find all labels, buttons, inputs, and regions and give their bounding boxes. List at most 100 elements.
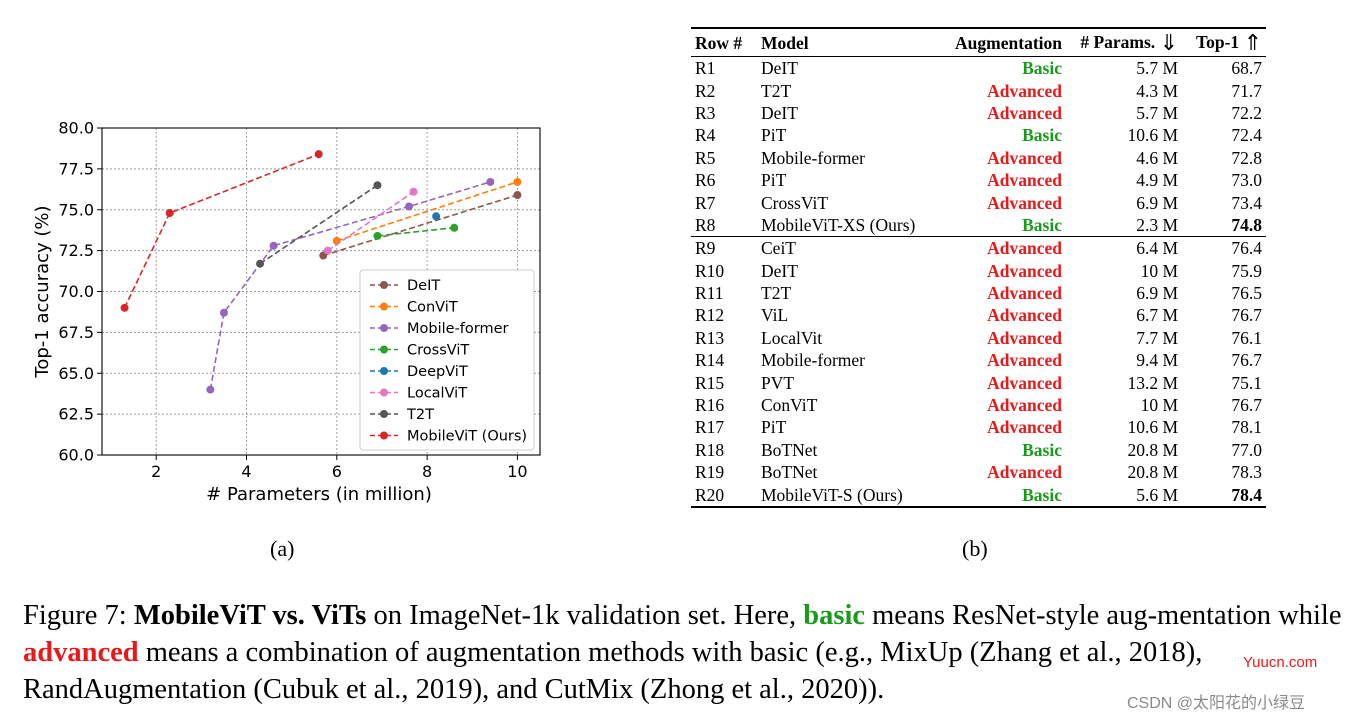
table-body: R1 DeIT Basic 5.7 M 68.7 R2 T2T Advanced 4.3 M 71… xyxy=(691,57,1266,508)
watermark-csdn: CSDN @太阳花的小绿豆 xyxy=(1127,695,1306,712)
cell-model: BoTNet xyxy=(761,462,818,483)
cell-params: 10 M xyxy=(1140,395,1178,416)
cell-top1: 76.5 xyxy=(1231,283,1262,304)
data-point xyxy=(165,209,174,218)
table-row: R4 PiT Basic 10.6 M 72.4 xyxy=(691,124,1266,146)
cell-augmentation: Basic xyxy=(1022,439,1062,460)
cell-params: 4.3 M xyxy=(1136,80,1178,101)
cell-row-number: R9 xyxy=(691,236,757,260)
table-row: R1 DeIT Basic 5.7 M 68.7 xyxy=(691,57,1266,80)
cell-model: PiT xyxy=(761,125,787,146)
table-row: R6 PiT Advanced 4.9 M 73.0 xyxy=(691,169,1266,191)
cell-model: PiT xyxy=(761,417,787,438)
data-point xyxy=(405,202,414,211)
cell-params: 5.6 M xyxy=(1066,483,1182,508)
data-point xyxy=(513,191,522,200)
cell-augmentation: Advanced xyxy=(940,236,1066,260)
cell-params: 10 M xyxy=(1140,260,1178,281)
cell-params: 20.8 M xyxy=(1127,439,1178,460)
cell-top1: 76.4 xyxy=(1182,236,1266,260)
legend-label: DeepViT xyxy=(407,364,468,380)
cell-top1: 75.9 xyxy=(1231,260,1262,281)
figure-caption: Figure 7: MobileViT vs. ViTs on ImageNet… xyxy=(23,597,1343,708)
series-crossvit xyxy=(373,223,459,240)
legend-label: T2T xyxy=(406,407,434,423)
cell-augmentation: Advanced xyxy=(987,462,1062,483)
legend-label: ConViT xyxy=(407,300,458,316)
table-row: R3 DeIT Advanced 5.7 M 72.2 xyxy=(691,102,1266,124)
cell-model: MobileViT-S (Ours) xyxy=(757,483,940,508)
header-top1-label: Top-1 xyxy=(1196,32,1240,52)
y-tick-label: 65.0 xyxy=(58,364,94,383)
header-row-number: Row # xyxy=(695,32,743,53)
cell-top1: 71.7 xyxy=(1231,80,1262,101)
cell-top1: 76.7 xyxy=(1231,395,1262,416)
cell-top1: 78.4 xyxy=(1182,483,1266,508)
cell-params: 10.6 M xyxy=(1127,417,1178,438)
legend-marker xyxy=(380,302,388,311)
x-axis-label: # Parameters (in million) xyxy=(206,484,432,505)
accuracy-vs-params-chart: 2 4 6 8 10 60.0 62.5 65.0 67.5 70.0 72.5 75.0 77.5 80… xyxy=(32,119,541,505)
header-params-label: # Params. xyxy=(1080,32,1156,52)
data-point xyxy=(269,241,278,250)
cell-row-number: R11 xyxy=(695,283,724,304)
table-row: R11 T2T Advanced 6.9 M 76.5 xyxy=(691,282,1266,304)
table-row: R17 PiT Advanced 10.6 M 78.1 xyxy=(691,416,1266,438)
cell-params: 10.6 M xyxy=(1127,125,1178,146)
header-top1: Top-1 ⇑ xyxy=(1182,28,1266,57)
cell-row-number: R20 xyxy=(691,483,757,508)
x-tick-label: 6 xyxy=(332,462,342,481)
cell-top1: 78.3 xyxy=(1231,462,1262,483)
legend-marker xyxy=(380,431,388,440)
cell-row-number: R17 xyxy=(695,417,725,438)
header-model: Model xyxy=(761,32,809,53)
cell-top1: 74.8 xyxy=(1231,214,1262,235)
cell-model: PVT xyxy=(761,372,795,393)
cell-row-number: R7 xyxy=(695,192,716,213)
x-tick-label: 4 xyxy=(241,462,251,481)
series-deepvit xyxy=(432,212,441,221)
cell-augmentation: Advanced xyxy=(987,80,1062,101)
x-tick-label: 10 xyxy=(507,462,527,481)
cell-top1: 73.0 xyxy=(1231,170,1262,191)
cell-params: 4.9 M xyxy=(1136,170,1178,191)
cell-top1: 73.4 xyxy=(1231,192,1262,213)
cell-model: Mobile-former xyxy=(761,350,865,371)
table-row: R14 Mobile-former Advanced 9.4 M 76.7 xyxy=(691,349,1266,371)
cell-augmentation: Advanced xyxy=(987,283,1062,304)
data-point xyxy=(314,150,323,159)
series-line xyxy=(259,184,378,265)
legend-marker xyxy=(380,367,388,375)
table-row: R13 LocalVit Advanced 7.7 M 76.1 xyxy=(691,327,1266,349)
legend-marker xyxy=(380,345,388,354)
cell-row-number: R12 xyxy=(695,305,725,326)
table-row: R19 BoTNet Advanced 20.8 M 78.3 xyxy=(691,461,1266,483)
cell-params: 20.8 M xyxy=(1127,462,1178,483)
caption-title: MobileViT vs. ViTs xyxy=(133,600,367,631)
cell-row-number: R16 xyxy=(695,395,725,416)
subfigure-a-label: (a) xyxy=(270,536,295,561)
table-row: R2 T2T Advanced 4.3 M 71.7 xyxy=(691,79,1266,101)
table-header-row: Row # Model Augmentation # Params. ⇓ Top… xyxy=(691,28,1266,57)
cell-augmentation: Basic xyxy=(1022,214,1062,235)
cell-model: DeIT xyxy=(761,58,798,79)
data-point xyxy=(409,187,418,196)
cell-augmentation: Basic xyxy=(1022,58,1062,79)
table-row: R12 ViL Advanced 6.7 M 76.7 xyxy=(691,304,1266,326)
series-line xyxy=(377,226,455,237)
cell-params: 7.7 M xyxy=(1136,327,1178,348)
caption-prefix: Figure 7: xyxy=(23,600,134,631)
data-point xyxy=(450,223,459,232)
data-point xyxy=(373,181,382,190)
cell-model: Mobile-former xyxy=(761,147,865,168)
chart-axes: 2 4 6 8 10 60.0 62.5 65.0 67.5 70.0 72.5 75.0 77.5 80… xyxy=(32,119,541,505)
subfigure-b-label: (b) xyxy=(962,536,988,561)
cell-top1: 78.1 xyxy=(1231,417,1262,438)
cell-top1: 75.1 xyxy=(1231,372,1262,393)
cell-params: 5.7 M xyxy=(1136,58,1178,79)
cell-row-number: R18 xyxy=(695,439,725,460)
chart-series xyxy=(120,150,522,394)
cell-row-number: R13 xyxy=(695,327,725,348)
up-arrow-icon: ⇑ xyxy=(1243,30,1262,55)
legend-box xyxy=(359,269,535,451)
